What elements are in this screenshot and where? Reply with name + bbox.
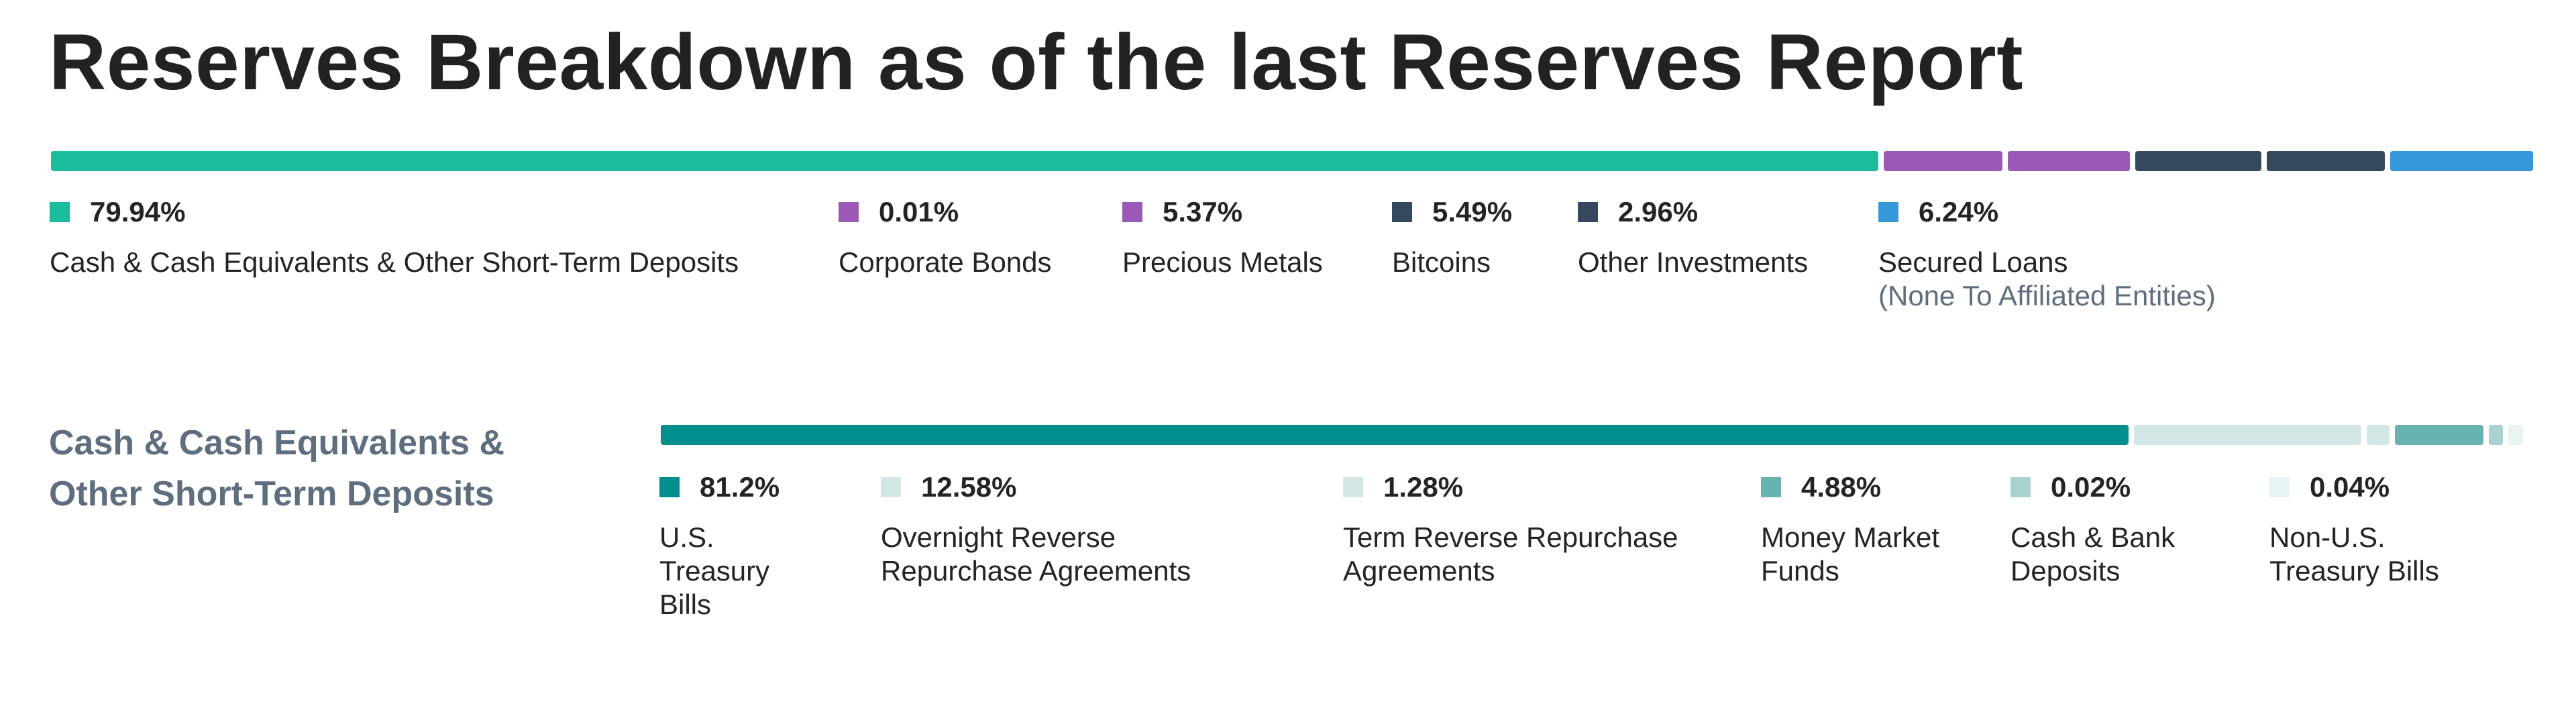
page-title: Reserves Breakdown as of the last Reserv… [49,18,2023,107]
data-label: 12.58% [921,471,1017,503]
legend-swatch [1392,202,1412,222]
bar-segment-other-investments [2266,151,2385,171]
legend-swatch [881,477,901,497]
legend-swatch [1761,477,1781,497]
category-label: Cash & Cash Equivalents & Other Short-Te… [50,246,739,278]
category-label: Non-U.S. Treasury Bills [2269,521,2439,587]
section-label: Cash & Cash Equivalents & Other Short-Te… [49,423,505,513]
data-label: 2.96% [1618,196,1699,228]
reserves-stacked-bar [51,151,2533,171]
bar-segment-term-reverse-repurchase-agreements [2366,425,2390,445]
category-label: Money Market Funds [1761,521,1940,587]
data-label: 0.02% [2051,471,2131,503]
bar-segment-secured-loans [2390,151,2533,171]
bar-segment-money-market-funds [2395,425,2483,445]
category-sublabel: (None To Affiliated Entities) [1878,280,2216,311]
data-label: 0.04% [2310,471,2390,503]
category-label: Precious Metals [1122,246,1323,278]
category-label: U.S. Treasury Bills [659,521,770,620]
legend-swatch [50,202,70,222]
data-label: 5.49% [1432,196,1513,228]
legend-item-corporate-bonds: 0.01% Corporate Bonds [839,195,1107,279]
cash-breakdown-stacked-bar [661,425,2523,445]
legend-item-other-investments: 2.96% Other Investments [1578,195,1866,279]
data-label: 1.28% [1383,471,1464,503]
legend-item-cash-cash-equivalents-other-short-term-deposits: 79.94% Cash & Cash Equivalents & Other Sh… [50,195,855,279]
bar-segment-non-u-s-treasury-bills [2508,425,2523,445]
bar-segment-cash-bank-deposits [2488,425,2504,445]
legend-swatch [1343,477,1363,497]
legend-item-overnight-reverse-repurchase-agreements: 12.58% Overnight Reverse Repurchase Agree… [881,470,1256,588]
legend-item-term-reverse-repurchase-agreements: 1.28% Term Reverse Repurchase Agreements [1343,470,1719,588]
legend-swatch [1878,202,1898,222]
legend-swatch [1122,202,1142,222]
data-label: 81.2% [700,471,780,503]
data-label: 0.01% [879,196,959,228]
category-label: Other Investments [1578,246,1809,278]
bar-segment-precious-metals [2007,151,2131,171]
legend-item-cash-bank-deposits: 0.02% Cash & Bank Deposits [2010,470,2212,588]
legend-item-precious-metals: 5.37% Precious Metals [1122,195,1377,279]
bar-segment-u-s-treasury-bills [661,425,2129,445]
legend-item-secured-loans: 6.24% Secured Loans (None To Affiliated En… [1878,195,2254,313]
legend-swatch [659,477,680,497]
legend-swatch [2269,477,2290,497]
legend-swatch [839,202,859,222]
bar-segment-overnight-reverse-repurchase-agreements [2133,425,2361,445]
data-label: 5.37% [1163,196,1243,228]
legend-item-bitcoins: 5.49% Bitcoins [1392,195,1566,279]
legend-swatch [1578,202,1598,222]
data-label: 4.88% [1801,471,1882,503]
category-label: Corporate Bonds [839,246,1052,278]
category-label: Cash & Bank Deposits [2010,521,2176,587]
bar-segment-corporate-bonds [1883,151,2002,171]
category-label: Secured Loans [1878,246,2068,278]
bar-segment-bitcoins [2135,151,2261,171]
category-label: Bitcoins [1392,246,1491,278]
legend-item-u-s-treasury-bills: 81.2% U.S. Treasury Bills [659,470,794,621]
data-label: 6.24% [1919,196,1999,228]
category-label: Overnight Reverse Repurchase Agreements [881,521,1191,587]
legend-item-money-market-funds: 4.88% Money Market Funds [1761,470,1976,588]
bar-segment-cash-cash-equivalents-other-short-term-deposits [51,151,1878,171]
category-label: Term Reverse Repurchase Agreements [1343,521,1678,587]
data-label: 79.94% [90,196,186,228]
legend-item-non-u-s-treasury-bills: 0.04% Non-U.S. Treasury Bills [2269,470,2498,588]
legend-swatch [2010,477,2031,497]
